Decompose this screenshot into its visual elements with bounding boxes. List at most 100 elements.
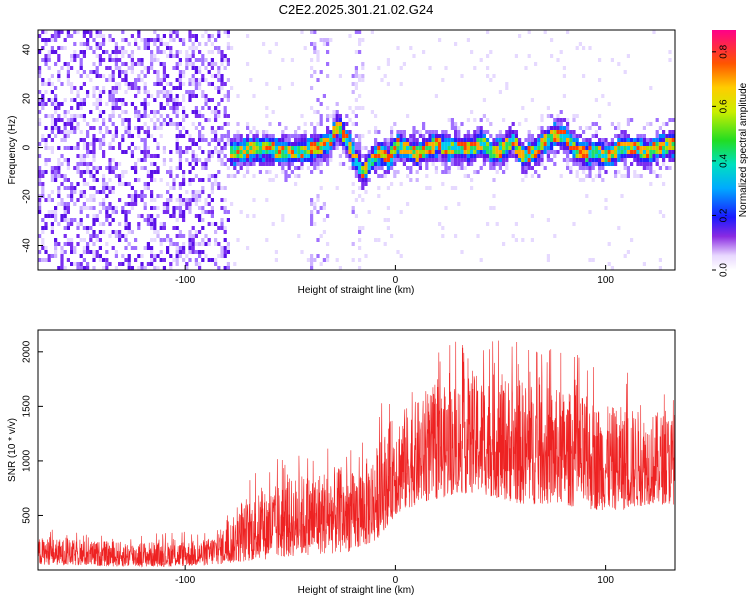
spectrogram-cell [578, 42, 582, 46]
spectrogram-cell [114, 210, 118, 214]
spectrogram-cell [162, 222, 166, 226]
spectrogram-cell [82, 182, 86, 186]
spectrogram-cell [82, 238, 86, 242]
spectrogram-cell [73, 126, 77, 130]
spectrogram-cell [652, 158, 656, 162]
spectrogram-cell [434, 166, 438, 170]
spectrogram-cell [294, 154, 298, 158]
spectrogram-cell [332, 122, 336, 126]
spectrogram-cell [79, 138, 83, 142]
spectrogram-cell [140, 62, 144, 66]
spectrogram-cell [438, 222, 442, 226]
spectrogram-cell [412, 138, 416, 142]
spectrogram-cell [89, 238, 93, 242]
spectrogram-cell [361, 146, 365, 150]
spectrogram-cell [614, 154, 618, 158]
spectrogram-cell [121, 54, 125, 58]
spectrogram-cell [543, 138, 547, 142]
spectrogram-cell [463, 142, 467, 146]
spectrogram-cell [498, 146, 502, 150]
spectrogram-cell [76, 262, 80, 266]
spectrogram-cell [556, 126, 560, 130]
spectrogram-cell [342, 150, 346, 154]
spectrogram-cell [191, 158, 195, 162]
spectrogram-cell [230, 162, 234, 166]
spectrogram-cell [374, 126, 378, 130]
spectrogram-cell [86, 246, 90, 250]
spectrogram-cell [278, 122, 282, 126]
spectrogram-cell [76, 90, 80, 94]
spectrogram-cell [185, 54, 189, 58]
spectrogram-cell [556, 114, 560, 118]
spectrogram-cell [668, 130, 672, 134]
spectrogram-cell [130, 134, 134, 138]
spectrogram-cell [79, 42, 83, 46]
spectrogram-cell [287, 134, 291, 138]
spectrogram-cell [60, 82, 64, 86]
spectrogram-cell [198, 110, 202, 114]
spectrogram-cell [47, 254, 51, 258]
spectrogram-cell [246, 158, 250, 162]
spectrogram-cell [182, 246, 186, 250]
spectrogram-cell [390, 134, 394, 138]
spectrogram-cell [470, 186, 474, 190]
spectrogram-cell [361, 174, 365, 178]
spectrogram-cell [604, 138, 608, 142]
spectrogram-cell [226, 30, 230, 34]
spectrogram-cell [198, 198, 202, 202]
spectrogram-cell [646, 138, 650, 142]
spectrogram-cell [524, 150, 528, 154]
spectrogram-cell [489, 50, 493, 54]
spectrogram-cell [351, 90, 355, 94]
spectrogram-cell [159, 122, 163, 126]
spectrogram-cell [246, 154, 250, 158]
spectrogram-cell [274, 250, 278, 254]
spectrogram-cell [41, 134, 45, 138]
spectrogram-cell [86, 250, 90, 254]
spectrogram-cell [44, 114, 48, 118]
spectrogram-cell [153, 222, 157, 226]
spectrogram-cell [66, 226, 70, 230]
spectrogram-cell [620, 150, 624, 154]
spectrogram-cell [402, 154, 406, 158]
spectrogram-cell [658, 142, 662, 146]
spectrogram-cell [54, 242, 58, 246]
spectrogram-cell [38, 194, 42, 198]
spectrogram-cell [652, 30, 656, 34]
spectrogram-cell [438, 138, 442, 142]
spectrogram-cell [220, 218, 224, 222]
spectrogram-cell [182, 126, 186, 130]
spectrogram-cell [428, 66, 432, 70]
spectrogram-cell [361, 62, 365, 66]
spectrogram-cell [441, 134, 445, 138]
spectrogram-cell [460, 250, 464, 254]
spectrogram-cell [57, 70, 61, 74]
spectrogram-cell [450, 150, 454, 154]
spectrogram-cell [38, 234, 42, 238]
spectrogram-cell [610, 154, 614, 158]
spectrogram-cell [89, 162, 93, 166]
spectrogram-cell [354, 174, 358, 178]
spectrogram-cell [95, 46, 99, 50]
spectrogram-cell [121, 134, 125, 138]
spectrogram-cell [268, 170, 272, 174]
spectrogram-cell [79, 50, 83, 54]
spectrogram-cell [194, 202, 198, 206]
spectrogram-cell [214, 222, 218, 226]
spectrogram-cell [370, 146, 374, 150]
spectrogram-cell [300, 250, 304, 254]
spectrogram-cell [114, 162, 118, 166]
spectrogram-cell [63, 174, 67, 178]
spectrogram-cell [578, 142, 582, 146]
spectrogram-cell [642, 150, 646, 154]
spectrogram-cell [185, 66, 189, 70]
spectrogram-cell [514, 146, 518, 150]
spectrogram-cell [201, 190, 205, 194]
spectrogram-cell [146, 154, 150, 158]
spectrogram-cell [601, 166, 605, 170]
spectrogram-cell [210, 210, 214, 214]
spectrogram-cell [220, 198, 224, 202]
spectrogram-cell [537, 150, 541, 154]
spectrogram-cell [108, 66, 112, 70]
spectrogram-cell [457, 166, 461, 170]
